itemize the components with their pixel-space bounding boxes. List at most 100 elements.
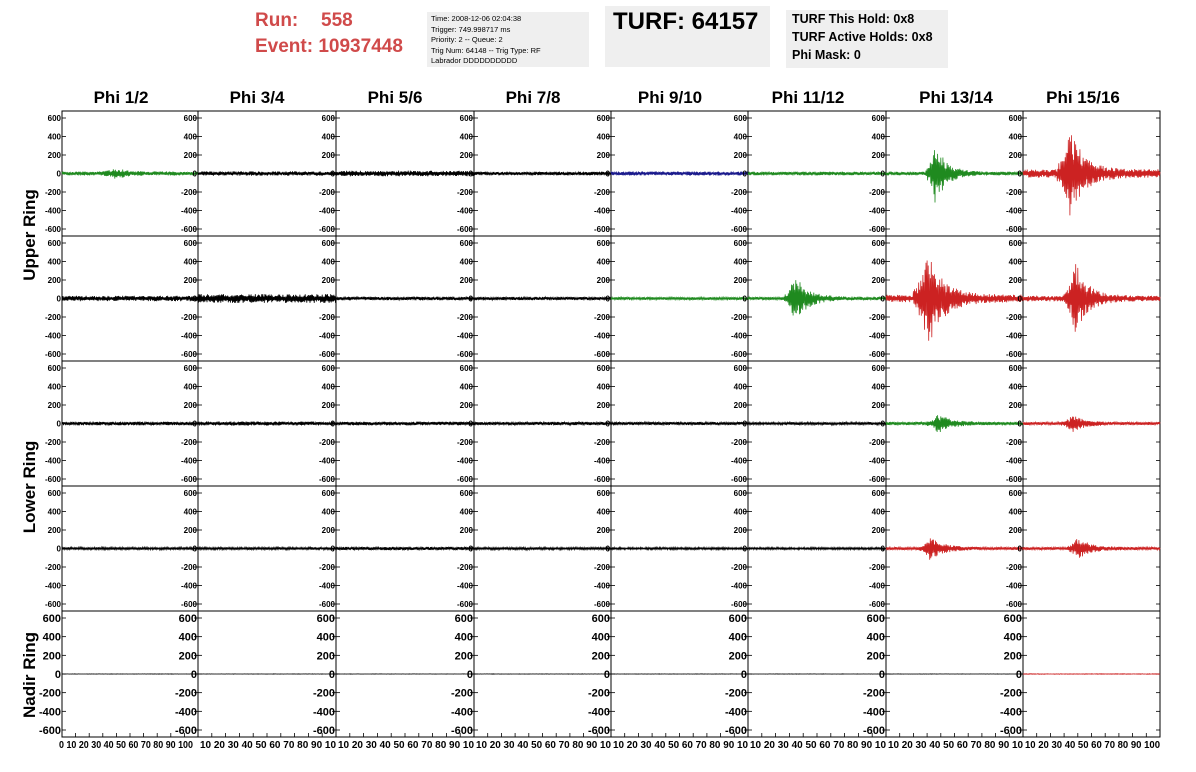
y-tick-label: 400 <box>184 383 198 392</box>
y-tick-label: 200 <box>597 526 611 535</box>
waveform-trace <box>1022 416 1161 432</box>
y-tick-label: 200 <box>1009 401 1023 410</box>
y-tick-label: 400 <box>729 632 747 644</box>
waveform-trace <box>197 294 337 303</box>
info-priority: Priority: 2 -- Queue: 2 <box>431 35 503 45</box>
y-tick-label: 400 <box>734 508 748 517</box>
y-tick-label: -600 <box>869 225 886 234</box>
y-tick-label: 0 <box>57 420 62 429</box>
y-tick-label: -200 <box>45 313 62 322</box>
y-tick-label: -200 <box>731 188 748 197</box>
y-tick-label: -200 <box>319 438 336 447</box>
y-tick-label: -400 <box>863 706 885 718</box>
waveform-trace <box>61 169 199 179</box>
y-tick-label: -600 <box>869 475 886 484</box>
y-tick-label: 200 <box>48 151 62 160</box>
y-tick-label: -200 <box>175 688 197 700</box>
y-tick-label: 0 <box>467 669 473 681</box>
y-tick-label: 600 <box>597 239 611 248</box>
waveform-trace <box>197 420 337 427</box>
y-tick-label: 0 <box>329 669 335 681</box>
y-tick-label: 600 <box>867 613 885 625</box>
y-tick-label: 600 <box>734 489 748 498</box>
x-tick-labels: 0 10 20 30 40 50 60 70 80 90 100 <box>59 740 193 751</box>
y-tick-label: -600 <box>731 350 748 359</box>
y-tick-label: -200 <box>588 688 610 700</box>
y-tick-label: -600 <box>594 475 611 484</box>
y-tick-label: 0 <box>331 295 336 304</box>
x-tick-labels: 10 20 30 40 50 60 70 80 90 10 <box>613 740 748 751</box>
y-tick-label: 200 <box>460 151 474 160</box>
y-tick-label: 400 <box>597 383 611 392</box>
y-tick-label: -400 <box>181 207 198 216</box>
y-tick-label: 0 <box>191 669 197 681</box>
y-tick-label: 0 <box>331 170 336 179</box>
y-tick-label: -600 <box>731 475 748 484</box>
y-tick-label: -200 <box>181 313 198 322</box>
y-tick-label: -600 <box>869 600 886 609</box>
y-tick-label: 600 <box>597 489 611 498</box>
y-tick-label: 400 <box>872 133 886 142</box>
y-tick-label: 0 <box>193 170 198 179</box>
y-tick-label: 600 <box>48 114 62 123</box>
y-tick-label: 0 <box>606 545 611 554</box>
y-tick-label: -200 <box>863 688 885 700</box>
y-tick-label: 400 <box>1009 383 1023 392</box>
y-tick-label: -600 <box>457 225 474 234</box>
y-tick-label: 600 <box>460 114 474 123</box>
y-tick-label: 200 <box>872 276 886 285</box>
y-tick-label: 200 <box>322 151 336 160</box>
waveform-trace <box>1022 135 1161 216</box>
y-tick-label: -400 <box>1006 207 1023 216</box>
y-tick-label: 400 <box>597 258 611 267</box>
waveform-trace <box>747 420 887 427</box>
info-time: Time: 2008-12-06 02:04:38 <box>431 14 522 23</box>
y-tick-label: -400 <box>869 332 886 341</box>
y-tick-label: 600 <box>455 613 473 625</box>
y-tick-label: 0 <box>881 420 886 429</box>
y-tick-label: 400 <box>734 133 748 142</box>
y-tick-label: 600 <box>48 489 62 498</box>
y-tick-label: -400 <box>181 582 198 591</box>
y-tick-label: 0 <box>1018 545 1023 554</box>
y-tick-label: 200 <box>184 151 198 160</box>
y-tick-label: -400 <box>594 582 611 591</box>
y-tick-label: 0 <box>1016 669 1022 681</box>
y-tick-label: 200 <box>322 276 336 285</box>
y-tick-label: 600 <box>184 489 198 498</box>
y-tick-label: 400 <box>734 383 748 392</box>
y-tick-label: -600 <box>45 600 62 609</box>
waveform-trace <box>1022 539 1161 558</box>
waveform-trace <box>885 538 1024 560</box>
y-tick-label: -400 <box>39 706 61 718</box>
y-tick-label: 400 <box>48 133 62 142</box>
waveform-trace <box>747 545 887 552</box>
y-tick-label: -400 <box>731 582 748 591</box>
y-tick-label: -200 <box>313 688 335 700</box>
y-tick-label: -400 <box>45 457 62 466</box>
y-tick-label: -600 <box>1006 600 1023 609</box>
y-tick-label: 0 <box>331 420 336 429</box>
y-tick-label: 400 <box>1009 508 1023 517</box>
y-tick-label: 200 <box>867 650 885 662</box>
y-tick-label: -600 <box>319 225 336 234</box>
y-tick-label: 600 <box>184 364 198 373</box>
waveform-trace <box>61 545 199 552</box>
y-tick-label: -400 <box>181 332 198 341</box>
x-tick-labels: 10 20 30 40 50 60 70 80 90 10 <box>888 740 1023 751</box>
y-tick-label: -400 <box>1006 582 1023 591</box>
y-tick-label: 400 <box>48 508 62 517</box>
y-tick-label: -600 <box>319 350 336 359</box>
y-tick-label: 200 <box>322 401 336 410</box>
y-tick-label: 0 <box>331 545 336 554</box>
y-tick-label: -200 <box>869 313 886 322</box>
waveform-trace <box>61 420 199 427</box>
y-tick-label: -400 <box>869 457 886 466</box>
y-tick-label: 400 <box>1009 258 1023 267</box>
y-tick-label: -400 <box>451 706 473 718</box>
y-tick-label: -400 <box>869 207 886 216</box>
y-tick-label: -200 <box>45 188 62 197</box>
y-tick-label: 400 <box>460 258 474 267</box>
waveform-trace <box>61 295 199 302</box>
